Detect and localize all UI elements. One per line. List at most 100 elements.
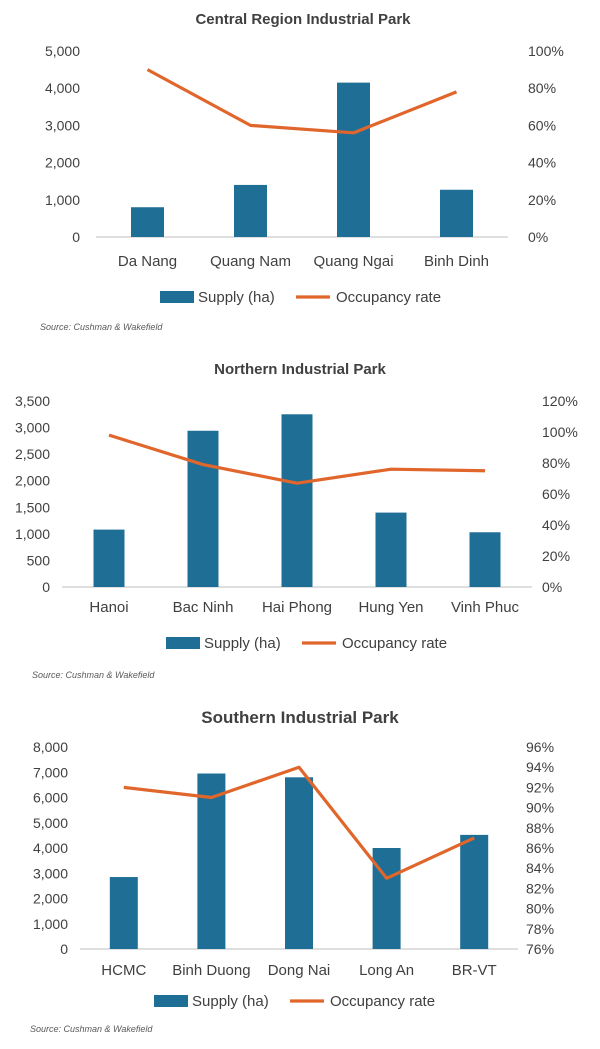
legend-swatch-supply <box>154 995 188 1007</box>
left-y-tick-label: 2,000 <box>33 891 68 907</box>
right-y-tick-label: 60% <box>528 117 556 133</box>
supply-bar <box>440 189 473 237</box>
left-y-tick-label: 3,000 <box>33 865 68 881</box>
left-y-tick-label: 2,500 <box>15 446 50 462</box>
source-note: Source: Cushman & Wakefield <box>40 322 163 332</box>
category-label: BR-VT <box>452 962 497 979</box>
right-y-tick-label: 80% <box>528 80 556 96</box>
supply-bar <box>187 430 219 587</box>
right-y-tick-label: 78% <box>526 921 554 937</box>
right-y-tick-label: 40% <box>528 155 556 171</box>
legend-label-supply: Supply (ha) <box>198 289 275 306</box>
legend-label-occupancy: Occupancy rate <box>342 635 447 652</box>
right-y-tick-label: 86% <box>526 840 554 856</box>
left-y-tick-label: 6,000 <box>33 790 68 806</box>
chart-title: Northern Industrial Park <box>214 361 386 378</box>
left-y-tick-label: 500 <box>27 552 51 568</box>
right-y-tick-label: 76% <box>526 941 554 957</box>
plot-area: 0 1,000 2,000 3,000 4,000 5,000 0% 20% 40% 60% 80%… <box>45 43 564 306</box>
right-y-tick-label: 0% <box>542 579 562 595</box>
legend-label-occupancy: Occupancy rate <box>336 289 441 306</box>
supply-bar <box>375 512 407 587</box>
left-y-tick-label: 1,500 <box>15 499 50 515</box>
category-label: Da Nang <box>118 253 177 270</box>
supply-bar <box>372 848 401 949</box>
supply-bar <box>285 777 313 949</box>
right-y-tick-label: 84% <box>526 860 554 876</box>
right-y-tick-label: 88% <box>526 820 554 836</box>
right-y-tick-label: 82% <box>526 880 554 896</box>
occupancy-line <box>146 68 458 135</box>
supply-bar <box>93 529 125 587</box>
central-region-chart: Central Region Industrial Park 0 1,000 2,0… <box>40 11 564 332</box>
supply-bar <box>197 773 226 949</box>
category-label: HCMC <box>101 962 146 979</box>
left-y-tick-label: 0 <box>60 941 68 957</box>
left-y-tick-label: 3,000 <box>15 420 50 436</box>
category-label: Hai Phong <box>262 599 332 616</box>
right-y-tick-label: 20% <box>528 192 556 208</box>
supply-bar <box>234 184 267 237</box>
category-label: Quang Ngai <box>313 253 393 270</box>
occupancy-line <box>108 433 486 485</box>
right-y-tick-label: 80% <box>542 455 570 471</box>
legend-label-supply: Supply (ha) <box>204 635 281 652</box>
category-label: Long An <box>359 962 414 979</box>
right-y-tick-label: 96% <box>526 739 554 755</box>
plot-area: 0 500 1,000 1,500 2,000 2,500 3,000 3,500 0% 20% 4… <box>15 393 578 652</box>
right-y-tick-label: 94% <box>526 759 554 775</box>
right-y-tick-label: 100% <box>528 43 564 59</box>
source-note: Source: Cushman & Wakefield <box>32 670 155 680</box>
left-y-tick-label: 8,000 <box>33 739 68 755</box>
category-label: Vinh Phuc <box>451 599 520 616</box>
right-y-tick-label: 60% <box>542 486 570 502</box>
chart-title: Central Region Industrial Park <box>195 11 411 28</box>
legend-swatch-supply <box>166 637 200 649</box>
category-label: Hung Yen <box>358 599 423 616</box>
right-y-tick-label: 20% <box>542 548 570 564</box>
left-y-tick-label: 2,000 <box>15 473 50 489</box>
category-label: Binh Duong <box>172 962 250 979</box>
left-y-tick-label: 0 <box>72 229 80 245</box>
right-y-tick-label: 40% <box>542 517 570 533</box>
southern-chart: Southern Industrial Park 0 1,000 2,000 3,00… <box>30 708 554 1034</box>
supply-bar <box>337 82 370 238</box>
category-label: Bac Ninh <box>173 599 234 616</box>
right-y-tick-label: 90% <box>526 800 554 816</box>
northern-chart: Northern Industrial Park 0 500 1,000 1,500 2… <box>15 361 578 680</box>
left-y-tick-label: 5,000 <box>45 43 80 59</box>
left-y-tick-label: 4,000 <box>33 840 68 856</box>
supply-bar <box>131 207 164 237</box>
right-y-tick-label: 100% <box>542 424 578 440</box>
category-label: Quang Nam <box>210 253 291 270</box>
legend-swatch-supply <box>160 291 194 303</box>
category-label: Hanoi <box>89 599 128 616</box>
occupancy-line <box>123 765 475 880</box>
left-y-tick-label: 1,000 <box>33 916 68 932</box>
right-y-tick-label: 0% <box>528 229 548 245</box>
legend-label-occupancy: Occupancy rate <box>330 993 435 1010</box>
plot-area: 0 1,000 2,000 3,000 4,000 5,000 6,000 7,000 8,00… <box>33 739 554 1010</box>
chart-title: Southern Industrial Park <box>201 708 399 727</box>
left-y-tick-label: 3,500 <box>15 393 50 409</box>
right-y-tick-label: 92% <box>526 779 554 795</box>
right-y-tick-label: 80% <box>526 901 554 917</box>
right-y-tick-label: 120% <box>542 393 578 409</box>
left-y-tick-label: 3,000 <box>45 117 80 133</box>
left-y-tick-label: 7,000 <box>33 764 68 780</box>
source-note: Source: Cushman & Wakefield <box>30 1024 153 1034</box>
supply-bar <box>281 414 313 587</box>
supply-bar <box>460 834 489 949</box>
legend-label-supply: Supply (ha) <box>192 993 269 1010</box>
left-y-tick-label: 4,000 <box>45 80 80 96</box>
supply-bar <box>109 877 138 949</box>
supply-bar <box>469 532 501 587</box>
left-y-tick-label: 2,000 <box>45 155 80 171</box>
left-y-tick-label: 1,000 <box>45 192 80 208</box>
category-label: Binh Dinh <box>424 253 489 270</box>
left-y-tick-label: 5,000 <box>33 815 68 831</box>
left-y-tick-label: 0 <box>42 579 50 595</box>
category-label: Dong Nai <box>268 962 331 979</box>
left-y-tick-label: 1,000 <box>15 526 50 542</box>
